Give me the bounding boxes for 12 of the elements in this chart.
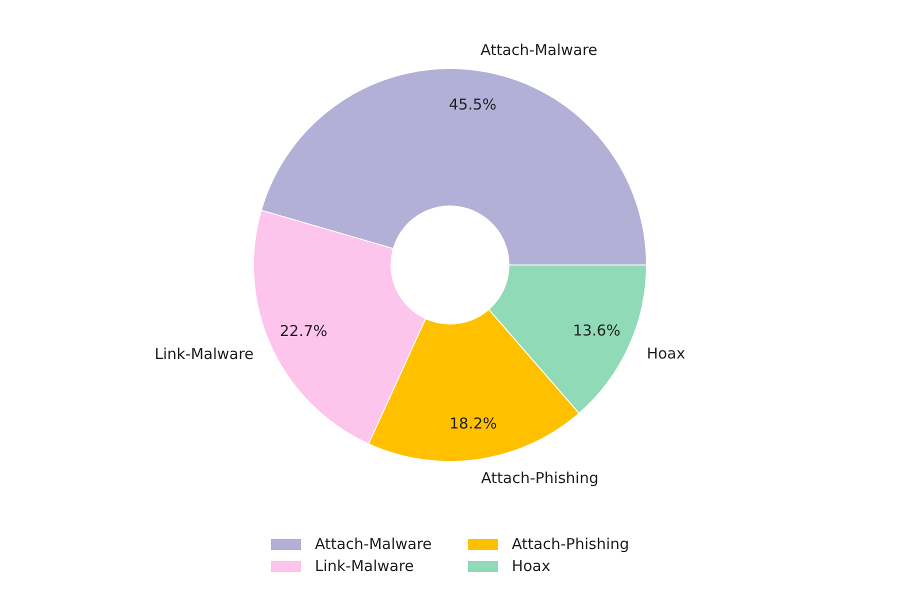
slice-label: Attach-Phishing bbox=[481, 468, 598, 487]
data-label: 13.6% bbox=[572, 322, 620, 340]
slice-label: Link-Malware bbox=[154, 345, 254, 364]
legend-label: Attach-Malware bbox=[314, 535, 432, 553]
data-label: 22.7% bbox=[280, 322, 328, 340]
legend-label: Link-Malware bbox=[314, 557, 414, 575]
data-label: 18.2% bbox=[449, 414, 498, 432]
legend-label: Hoax bbox=[512, 557, 550, 575]
legend-label: Attach-Phishing bbox=[512, 535, 630, 553]
slice-label: Hoax bbox=[646, 344, 686, 362]
data-label: 45.5% bbox=[448, 95, 497, 114]
slice-label: Attach-Malware bbox=[480, 40, 598, 59]
